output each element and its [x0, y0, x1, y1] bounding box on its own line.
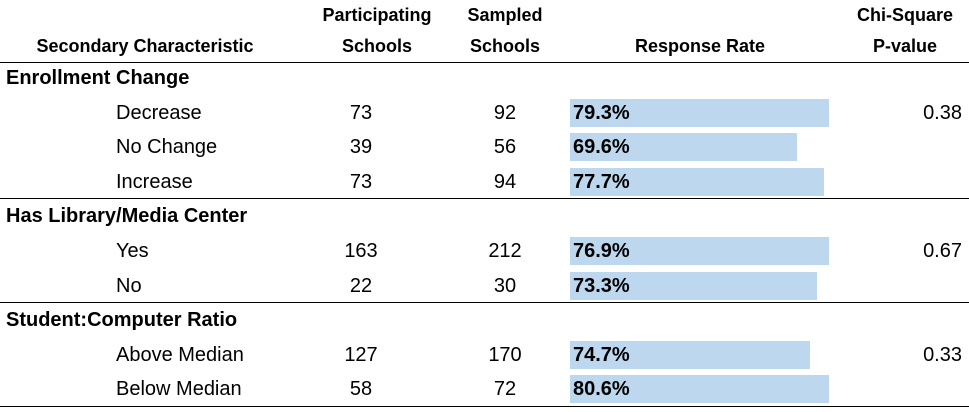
group-label: Student:Computer Ratio	[6, 309, 238, 332]
bar-label: 73.3%	[573, 274, 630, 297]
data-bar	[570, 98, 829, 127]
header: Secondary Characteristic	[36, 36, 254, 56]
cell: 163	[344, 240, 378, 262]
cell: 22	[349, 274, 373, 297]
data-bar	[570, 375, 829, 404]
cell: 94	[493, 170, 517, 193]
cell: 92	[493, 101, 517, 124]
p-value: 0.67	[923, 240, 962, 262]
header: Chi-Square	[856, 5, 953, 25]
bar-label: 79.3%	[573, 101, 630, 124]
bar-label: 74.7%	[573, 343, 630, 366]
row-label: Below Median	[116, 378, 242, 401]
cell: 170	[488, 343, 522, 366]
cell: 58	[349, 378, 373, 401]
cell: 39	[349, 136, 373, 159]
group-label: Has Library/Media Center	[6, 205, 248, 228]
data-bar	[570, 167, 824, 196]
cell: 212	[488, 240, 522, 262]
rule	[0, 302, 969, 304]
row-label: Increase	[116, 170, 193, 193]
rule	[0, 62, 969, 63]
cell: 72	[493, 378, 517, 401]
header: Participating	[322, 5, 432, 25]
header: P-value	[872, 36, 938, 56]
data-bar	[570, 340, 811, 369]
row-label: Decrease	[116, 101, 202, 124]
rule	[0, 406, 969, 407]
cell: 73	[349, 170, 373, 193]
cell: 73	[349, 101, 373, 124]
p-value: 0.33	[923, 343, 962, 366]
bar-label: 77.7%	[573, 170, 630, 193]
header: Schools	[469, 36, 540, 56]
row-label: Yes	[116, 240, 149, 262]
p-value: 0.38	[923, 101, 962, 124]
cell: 127	[344, 343, 378, 366]
data-bar	[570, 237, 829, 265]
cell: 56	[493, 136, 517, 159]
bar-label: 76.9%	[573, 240, 630, 262]
row-label: Above Median	[116, 343, 244, 366]
bar-label: 80.6%	[573, 378, 630, 401]
header: Response Rate	[634, 36, 766, 56]
data-bar	[570, 271, 817, 300]
rule	[0, 198, 969, 200]
row-label: No Change	[116, 136, 218, 159]
data-bar	[570, 133, 798, 162]
cell: 30	[493, 274, 517, 297]
header: Sampled	[467, 5, 543, 25]
group-label: Enrollment Change	[6, 67, 190, 89]
header: Schools	[341, 36, 412, 56]
bar-label: 69.6%	[573, 136, 630, 159]
row-label: No	[116, 274, 142, 297]
